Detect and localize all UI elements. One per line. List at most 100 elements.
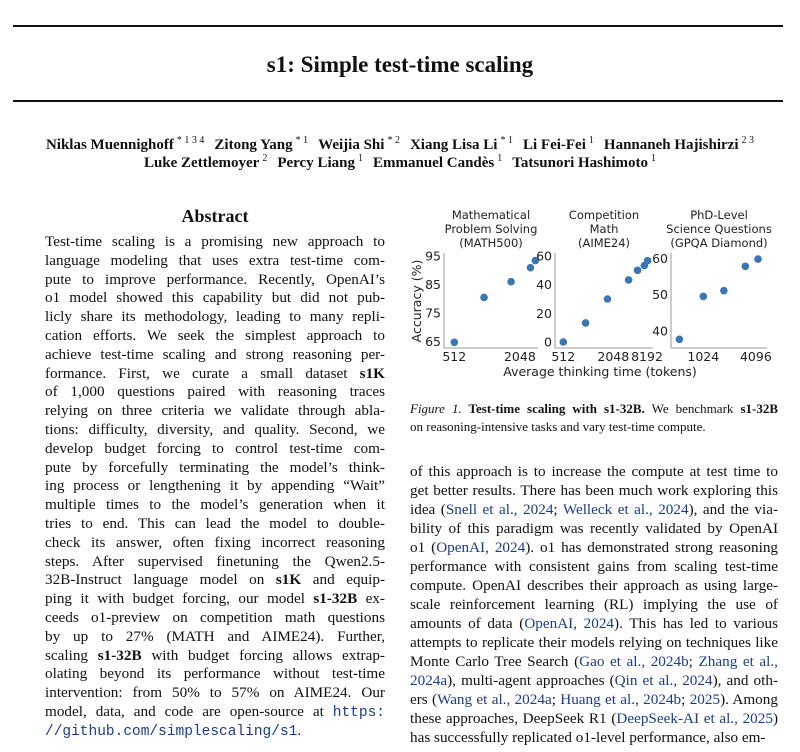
author: Li Fei-Fei 1 [523,135,594,154]
panel-title: Math [590,222,619,236]
citation-link[interactable]: DeepSeek-AI et al., 2025 [616,710,773,727]
citation-link[interactable]: Zhang et al., [698,653,778,670]
data-point [699,292,708,301]
y-tick-label: 65 [425,334,441,349]
text-span: ). o1 has demonstrated strong reasoning [525,539,778,556]
x-tick-label: 2048 [504,349,536,364]
text-line: o1 model showed this capability but did … [45,289,385,308]
panel-title: PhD-Level [690,208,748,222]
title-bottom-rule [13,100,783,102]
text-line: Figure 1. Test-time scaling with s1-32B.… [410,400,778,418]
panel-title: (GPQA Diamond) [670,236,767,250]
author: Percy Liang 1 [277,153,363,172]
data-point [633,266,642,275]
figure-caption: Figure 1. Test-time scaling with s1-32B.… [410,400,778,436]
text-line: model, data, and code are open-source at… [45,703,385,722]
text-span: licly share its methodology, leading to … [45,308,385,326]
author-affiliation: 1 [588,135,594,146]
citation-link[interactable]: Qin et al., 2024 [614,672,713,689]
text-span: o1 model showed this capability but did … [45,289,385,307]
citation-link[interactable]: OpenAI, 2024 [524,615,615,632]
text-span: tions: difficulty, diversity, and qualit… [45,420,385,438]
citation-link[interactable]: Snell et al., 2024 [445,501,554,518]
y-tick-label: 40 [536,277,552,292]
url-link[interactable]: https: [332,704,385,721]
author-affiliation: 1 [358,153,363,164]
text-span: ; [681,691,690,708]
text-line: tions: difficulty, diversity, and qualit… [45,421,385,440]
text-span: and equip- [301,571,385,589]
text-line: idea (Snell et al., 2024; Welleck et al.… [410,500,778,519]
text-line: //github.com/simplescaling/s1. [45,722,385,741]
text-span: ; [688,653,699,670]
text-span: ), and oth- [712,672,778,689]
text-span: ; [553,501,563,518]
text-line: 2024a), multi-agent approaches (Qin et a… [410,671,778,690]
text-span: olating beyond its performance without t… [45,665,385,683]
text-line: ing process or lengthening it by appendi… [45,477,385,496]
citation-link[interactable]: 2025 [689,691,721,708]
author-affiliation: 1 [651,153,657,164]
text-span: get better results. There has been much … [410,482,778,499]
text-span: relying on three criteria we validate th… [45,402,385,420]
text-line: compute. OpenAI describes their approach… [410,576,778,595]
url-link[interactable]: //github.com/simplescaling/s1 [45,723,298,740]
text-span: achieve test-time scaling and strong rea… [45,345,385,363]
text-span: ). This has led to various [614,615,778,632]
author-name: Xiang Lisa Li [409,137,498,153]
author-name: Weijia Shi [318,137,385,153]
author-affiliation: * 2 [387,135,400,146]
text-line: check its answer, often fixing incorrect… [45,534,385,553]
text-span: ), and the via- [688,501,778,518]
text-span: ). Among [720,691,778,708]
text-span: We benchmark [644,401,741,416]
top-rule [13,25,783,27]
text-line: amounts of data (OpenAI, 2024). This has… [410,614,778,633]
text-span: amounts of data ( [410,615,525,632]
citation-link[interactable]: OpenAI, 2024 [436,539,526,556]
text-line: of this approach is to increase the comp… [410,462,778,481]
text-span: 32B-Instruct language model on [45,571,276,589]
y-tick-label: 40 [652,324,668,339]
text-span: ceeds o1-preview on competition math que… [45,608,385,626]
text-line: by up to 27% (MATH and AIME24). Further, [45,628,385,647]
text-line: of 1,000 questions paired with reasoning… [45,383,385,402]
data-point [531,256,540,265]
text-line: pute by forcefully terminating the model… [45,459,385,478]
text-span: ping it with budget forcing, our model [45,590,314,608]
citation-link[interactable]: 2024a [410,672,448,689]
text-line: formance. First, we curate a small datas… [45,365,385,384]
text-line: ping it with budget forcing, our model s… [45,590,385,609]
text-span: on reasoning-intensive tasks and vary te… [410,419,706,434]
data-point [720,286,728,295]
citation-link[interactable]: Wang et al., 2024a [437,691,552,708]
text-line: develop budget forcing to control test-t… [45,440,385,459]
text-span: Monte Carlo Tree Search ( [410,653,580,670]
text-span: ), multi-agent approaches ( [447,672,615,689]
data-point [603,295,612,303]
x-tick-label: 2048 [597,349,629,364]
text-line: multiple times to the model’s generation… [45,496,385,515]
text-line: 32B-Instruct language model on s1K and e… [45,571,385,590]
text-span: has successfully replicated o1-level per… [410,729,766,746]
data-point [480,293,488,302]
citation-link[interactable]: Huang et al., 2024b [560,691,682,708]
data-point [754,255,762,263]
citation-link[interactable]: Gao et al., 2024b [579,653,689,670]
y-tick-label: 20 [536,306,552,321]
text-line: intervention: from 50% to 57% on AIME24.… [45,684,385,703]
data-point [507,277,515,286]
x-axis-label: Average thinking time (tokens) [503,364,697,379]
y-tick-label: 60 [536,249,552,264]
author-list-line-1: Niklas Muennighoff * 1 3 4 Zitong Yang * … [0,136,800,154]
text-line: tries to end. This can lead the model to… [45,515,385,534]
y-axis-label: Accuracy (%) [409,260,424,343]
citation-link[interactable]: Welleck et al., 2024 [562,501,689,518]
author: Hannaneh Hajishirzi 2 3 [604,136,754,154]
text-span: multiple times to the model’s generation… [45,496,385,514]
text-line: olating beyond its performance without t… [45,665,385,684]
text-span: ers ( [410,691,438,708]
text-line: get better results. There has been much … [410,481,778,500]
bold-text: s1-32B [97,646,142,664]
